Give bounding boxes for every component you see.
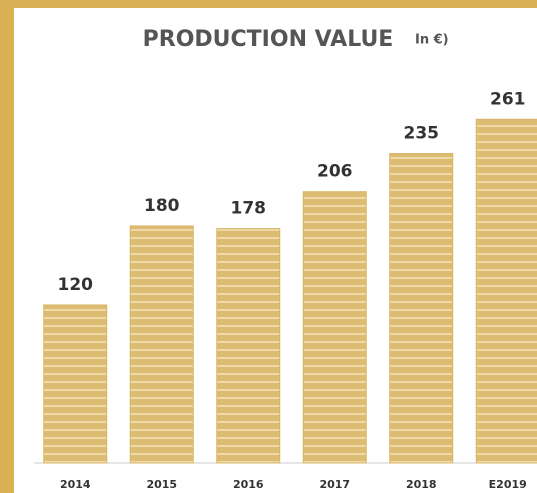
x-tick-label: 2016 (233, 478, 264, 491)
value-label: 206 (317, 162, 353, 182)
bar (216, 228, 281, 464)
bar (43, 304, 108, 464)
chart-subtitle: In €) (415, 33, 449, 48)
value-label: 261 (490, 89, 526, 109)
x-tick-label: E2019 (489, 478, 527, 491)
x-tick-label: 2018 (406, 478, 437, 491)
x-tick-label: 2017 (319, 478, 350, 491)
x-tick-label: 2015 (146, 478, 177, 491)
value-label: 235 (404, 124, 440, 144)
bar (389, 153, 454, 464)
bar (302, 191, 367, 464)
bar (475, 118, 537, 464)
x-tick-label: 2014 (60, 478, 91, 491)
value-label: 180 (144, 196, 180, 216)
value-label: 120 (58, 275, 94, 295)
chart-title: PRODUCTION VALUE (143, 27, 394, 52)
bar (129, 225, 194, 464)
value-label: 178 (231, 199, 267, 219)
